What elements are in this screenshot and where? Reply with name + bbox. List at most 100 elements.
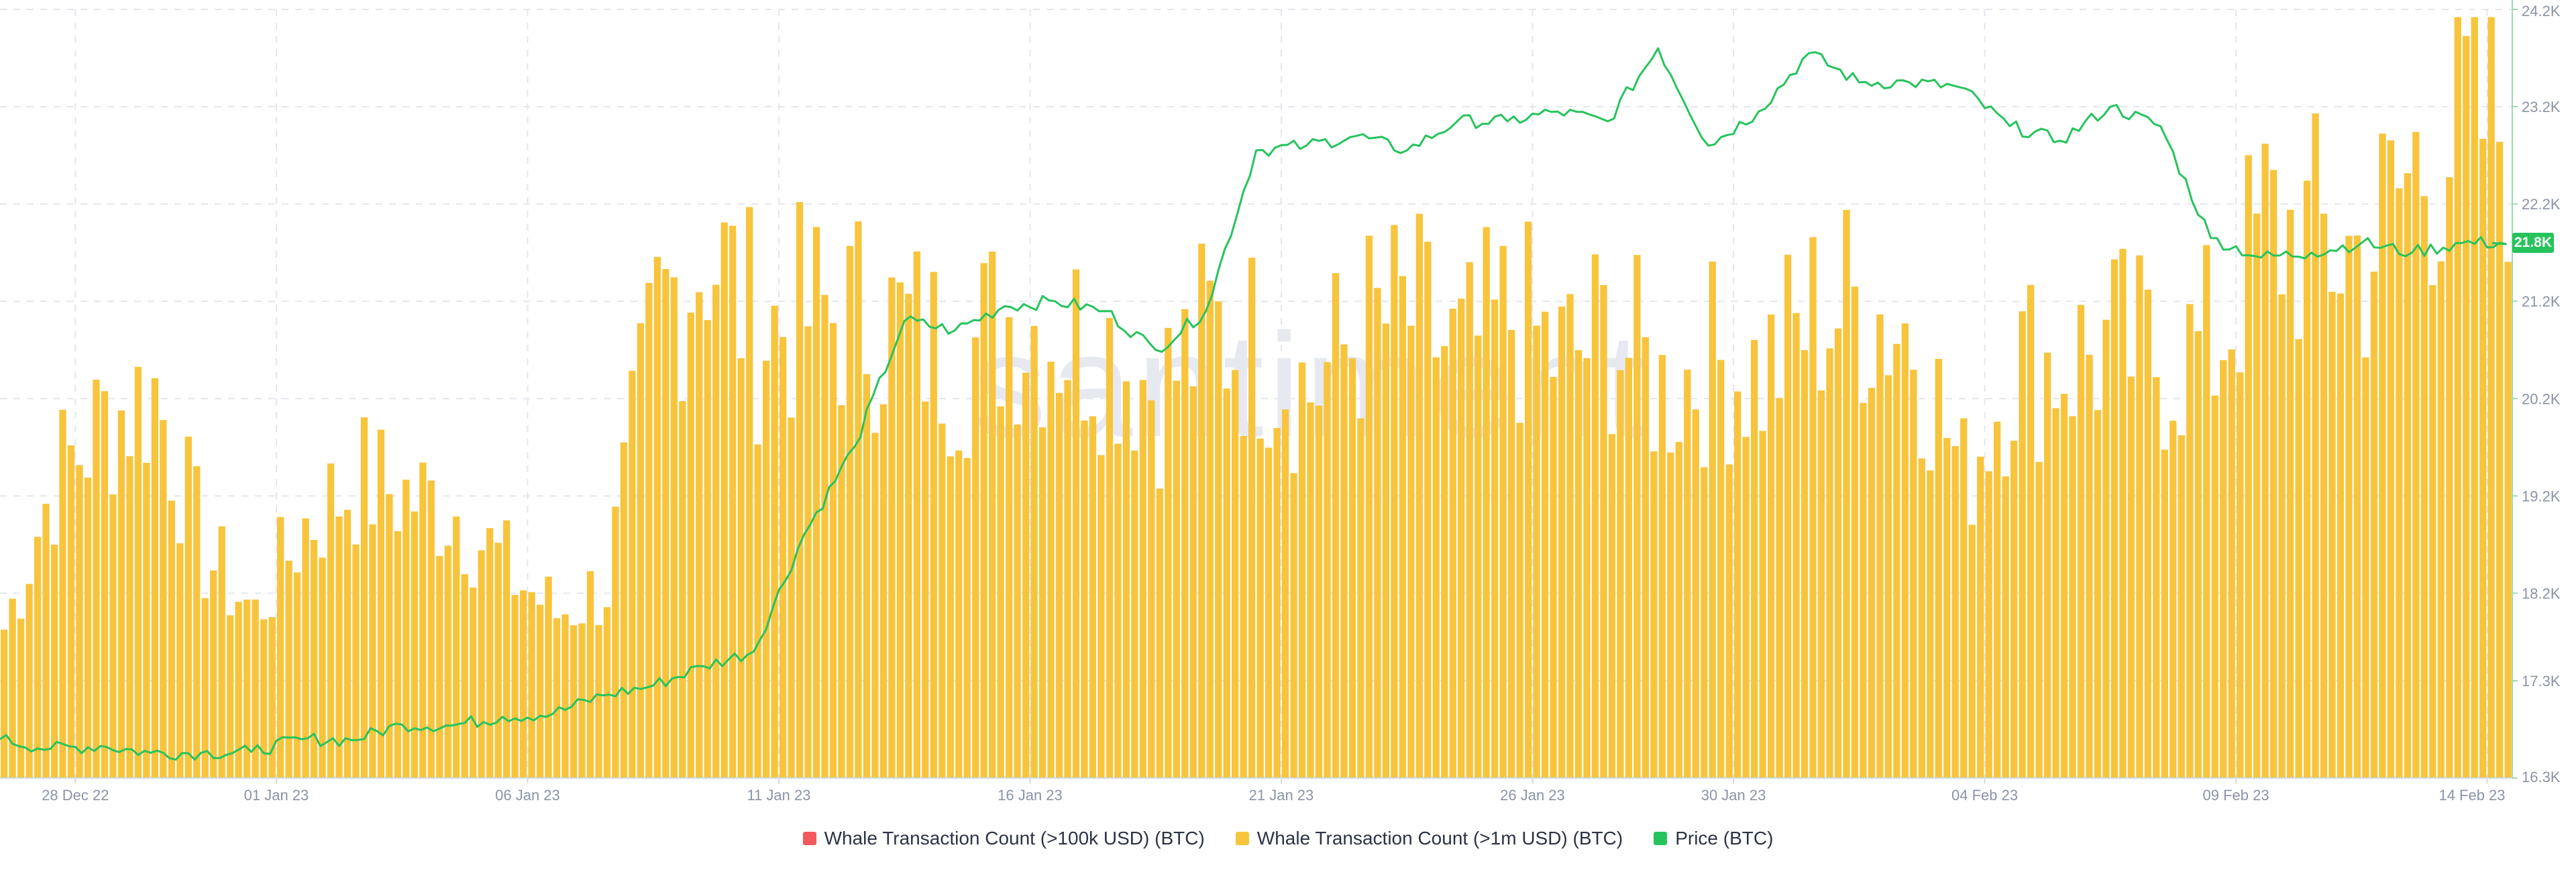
x-tick-label: 28 Dec 22: [42, 787, 109, 804]
legend-item-tx100k[interactable]: Whale Transaction Count (>100k USD) (BTC…: [802, 828, 1205, 849]
bar-tx1m: [1658, 355, 1666, 778]
bar-tx1m: [595, 624, 602, 778]
bar-tx1m: [528, 592, 535, 778]
bar-tx1m: [1458, 298, 1465, 778]
y-tick-label: 24.2K: [2522, 3, 2561, 19]
bar-tx1m: [2345, 235, 2353, 778]
bar-tx1m: [1550, 376, 1557, 778]
bar-tx1m: [461, 574, 468, 778]
bar-tx1m: [1064, 380, 1071, 778]
legend-swatch-price: [1654, 832, 1668, 845]
bar-tx1m: [2420, 196, 2428, 779]
bar-tx1m: [9, 598, 16, 778]
grid-lines: [0, 9, 2512, 779]
bar-tx1m: [2269, 170, 2277, 778]
bar-tx1m: [2086, 354, 2093, 778]
legend-item-tx1m[interactable]: Whale Transaction Count (>1m USD) (BTC): [1235, 828, 1623, 849]
bar-tx1m: [1491, 299, 1499, 778]
bar-tx1m: [319, 557, 326, 778]
bar-tx1m: [335, 516, 343, 778]
bar-tx1m: [2353, 235, 2361, 778]
bar-tx1m: [536, 604, 544, 778]
bar-tx1m: [1692, 409, 1699, 778]
bar-tx1m: [1173, 380, 1180, 778]
bar-tx1m: [704, 320, 711, 778]
bar-tx1m: [519, 590, 527, 778]
bar-tx1m: [1122, 381, 1130, 778]
bar-tx1m: [444, 545, 451, 778]
bar-tx1m: [1541, 311, 1549, 778]
bar-tx1m: [1424, 241, 1432, 778]
bar-tx1m: [34, 537, 42, 778]
x-tick-label: 30 Jan 23: [1701, 787, 1766, 804]
bar-tx1m: [2487, 17, 2495, 779]
bar-tx1m: [2337, 293, 2345, 778]
bar-tx1m: [1960, 418, 1968, 778]
bar-tx1m: [2387, 140, 2395, 779]
bar-tx1m: [955, 450, 963, 778]
bar-tx1m: [1072, 269, 1080, 779]
bar-tx1m: [427, 480, 435, 778]
bar-tx1m: [1047, 362, 1055, 778]
bar-tx1m: [1617, 370, 1624, 778]
bar-tx1m: [1139, 380, 1147, 778]
bar-tx1m: [1189, 386, 1197, 778]
bar-tx1m: [42, 504, 50, 778]
bar-tx1m: [478, 550, 485, 778]
bar-tx1m: [1834, 328, 1842, 778]
bar-tx1m: [729, 225, 737, 778]
bar-tx1m: [176, 543, 184, 778]
bar-tx1m: [980, 263, 987, 778]
bar-tx1m: [285, 560, 292, 778]
bar-tx1m: [620, 442, 628, 778]
bar-tx1m: [1441, 346, 1448, 778]
bar-tx1m: [1206, 280, 1214, 779]
bar-tx1m: [2211, 395, 2218, 778]
bar-tx1m: [1357, 418, 1364, 778]
bar-tx1m: [905, 293, 912, 778]
bar-tx1m: [2019, 311, 2026, 778]
y-tick-label: 20.2K: [2522, 390, 2561, 407]
bar-tx1m: [2253, 213, 2261, 778]
bar-tx1m: [1106, 318, 1114, 778]
bar-tx1m: [1499, 246, 1507, 778]
bar-tx1m: [2110, 259, 2118, 779]
bar-tx1m: [2362, 357, 2369, 778]
bar-tx1m: [2504, 262, 2512, 778]
bar-tx1m: [989, 252, 996, 779]
bar-tx1m: [494, 543, 502, 778]
bar-tx1m: [1391, 225, 1398, 779]
bar-tx1m: [2479, 139, 2487, 778]
bar-tx1m: [1248, 258, 1256, 779]
legend-item-price[interactable]: Price (BTC): [1654, 828, 1773, 849]
bar-tx1m: [1290, 473, 1297, 778]
bar-tx1m: [1324, 362, 1331, 778]
bar-tx1m: [737, 358, 745, 778]
bar-tx1m: [1240, 435, 1247, 778]
bar-tx1m: [1474, 335, 1482, 778]
legend-swatch-tx1m: [1235, 832, 1249, 845]
bar-tx1m: [712, 284, 720, 778]
bar-tx1m: [804, 326, 812, 778]
bar-tx1m: [109, 494, 117, 778]
bar-tx1m: [2203, 245, 2210, 778]
bar-tx1m: [720, 222, 728, 778]
bar-tx1m: [2002, 476, 2009, 778]
bar-tx1m: [1642, 337, 1650, 778]
bar-tx1m: [1868, 388, 1876, 778]
bar-tx1m: [1055, 392, 1063, 778]
bar-tx1m: [1994, 421, 2001, 778]
bar-tx1m: [2027, 284, 2035, 778]
bar-tx1m: [1574, 349, 1582, 778]
bar-tx1m: [1558, 307, 1566, 778]
x-tick-label: 26 Jan 23: [1500, 787, 1565, 804]
x-tick-label: 21 Jan 23: [1249, 787, 1314, 804]
bar-tx1m: [2102, 319, 2110, 778]
bar-tx1m: [1985, 471, 1992, 778]
bar-tx1m: [2094, 410, 2102, 778]
axes: 16.3K 17.3K 18.2K 19.2K 20.2K 21.2K 22.2K 23.2K…: [0, 0, 2561, 804]
bar-tx1m: [2077, 305, 2085, 778]
bar-tx1m: [603, 607, 611, 778]
bar-tx1m: [2194, 331, 2202, 778]
